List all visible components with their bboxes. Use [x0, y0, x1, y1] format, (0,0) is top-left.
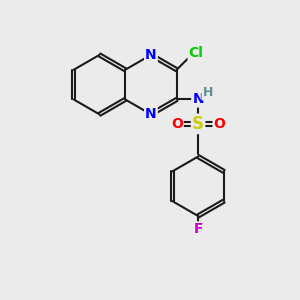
Text: N: N — [192, 92, 204, 106]
Text: N: N — [145, 48, 157, 62]
Text: S: S — [192, 115, 204, 133]
Text: H: H — [202, 86, 213, 99]
Text: Cl: Cl — [189, 46, 203, 59]
Text: O: O — [171, 117, 183, 131]
Text: O: O — [214, 117, 225, 131]
Text: F: F — [193, 222, 203, 236]
Text: N: N — [145, 107, 157, 121]
